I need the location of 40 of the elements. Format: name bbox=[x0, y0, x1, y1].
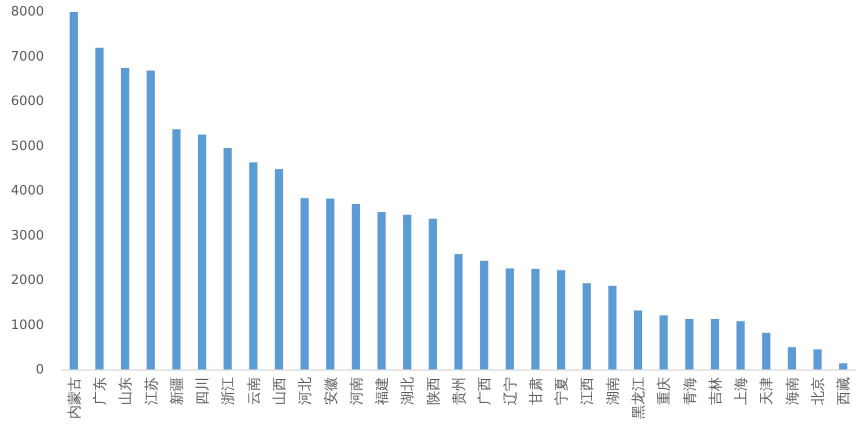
x-tick-label: 江苏 bbox=[144, 377, 160, 405]
x-tick-label: 海南 bbox=[784, 377, 801, 405]
x-tick-label: 安徽 bbox=[323, 377, 340, 405]
x-tick-label: 上海 bbox=[734, 377, 750, 405]
x-tick-label: 重庆 bbox=[656, 377, 673, 405]
x-tick-label: 山西 bbox=[272, 377, 288, 405]
y-tick-label: 4000 bbox=[10, 184, 44, 198]
x-tick-label: 云南 bbox=[246, 377, 262, 405]
y-tick-label: 2000 bbox=[10, 273, 44, 288]
x-tick-label: 河南 bbox=[348, 377, 365, 405]
y-tick-label: 0 bbox=[36, 362, 44, 378]
x-tick-label: 福建 bbox=[374, 377, 391, 405]
x-tick-label: 辽宁 bbox=[502, 377, 519, 405]
x-tick-label: 广西 bbox=[477, 377, 494, 405]
y-tick-label: 1000 bbox=[10, 318, 44, 333]
x-tick-label: 新疆 bbox=[169, 377, 186, 405]
x-tick-label: 四川 bbox=[195, 377, 212, 405]
x-tick-label: 陕西 bbox=[426, 377, 442, 405]
y-tick-label: 6000 bbox=[10, 94, 44, 109]
x-tick-label: 湖北 bbox=[400, 377, 416, 405]
x-tick-label: 黑龙江 bbox=[631, 377, 648, 419]
y-tick-label: 7000 bbox=[10, 49, 44, 64]
x-tick-label: 广东 bbox=[92, 377, 108, 405]
x-tick-label: 北京 bbox=[810, 377, 827, 405]
x-tick-label: 天津 bbox=[759, 377, 776, 405]
x-tick-label: 甘肃 bbox=[528, 377, 544, 405]
y-tick-label: 3000 bbox=[10, 228, 44, 244]
x-tick-label: 贵州 bbox=[452, 377, 468, 405]
x-tick-label: 河北 bbox=[298, 377, 314, 405]
x-tick-label: 江西 bbox=[580, 377, 596, 405]
x-tick-label: 宁夏 bbox=[554, 377, 570, 405]
x-tick-label: 西藏 bbox=[836, 377, 852, 405]
y-tick-label: 5000 bbox=[10, 138, 44, 154]
y-tick-label: 8000 bbox=[10, 4, 44, 20]
x-tick-label: 湖南 bbox=[605, 377, 622, 405]
x-tick-label: 吉林 bbox=[708, 377, 724, 405]
x-tick-label: 山东 bbox=[118, 377, 134, 405]
x-tick-label: 内蒙古 bbox=[66, 377, 83, 419]
x-tick-label: 浙江 bbox=[220, 377, 237, 405]
x-tick-label: 青海 bbox=[682, 377, 698, 405]
